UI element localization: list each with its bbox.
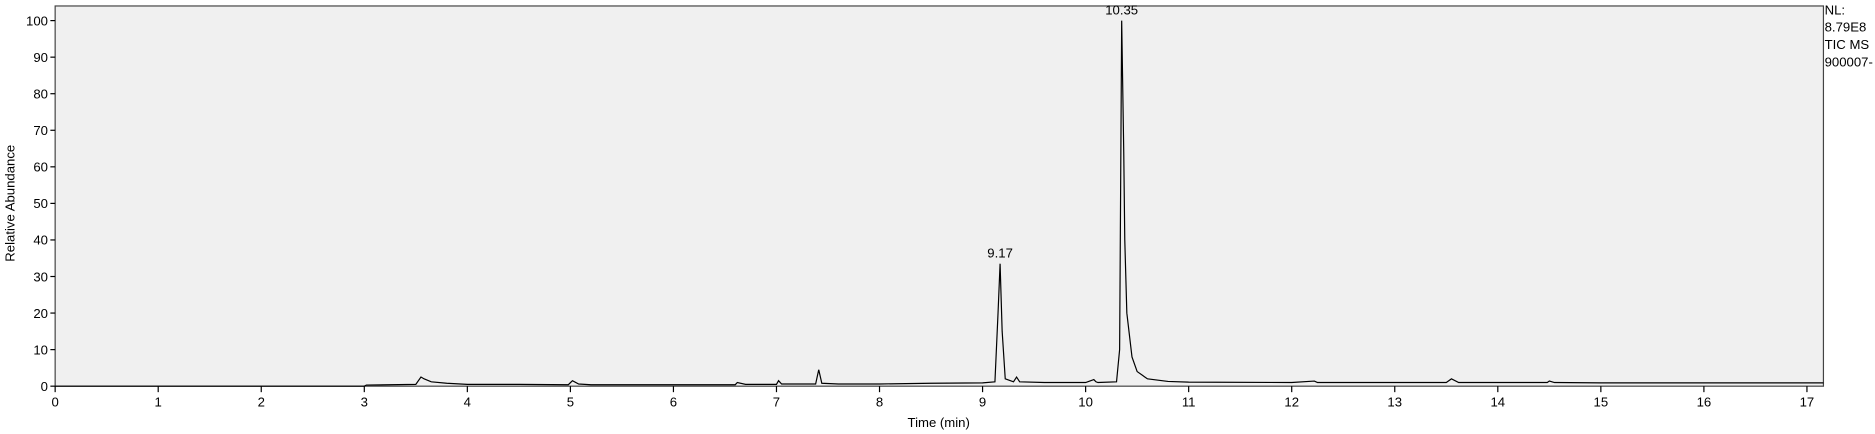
y-tick-label: 20 xyxy=(33,306,48,321)
side-text: NL: xyxy=(1825,2,1845,17)
x-tick-label: 4 xyxy=(464,395,471,410)
peak-label: 9.17 xyxy=(987,246,1013,261)
trace xyxy=(55,20,1824,387)
x-tick-label: 2 xyxy=(258,395,265,410)
x-tick-label: 0 xyxy=(51,395,58,410)
x-axis-label: Time (min) xyxy=(908,415,970,430)
x-tick-label: 8 xyxy=(876,395,883,410)
y-tick-label: 80 xyxy=(33,86,48,101)
x-tick-label: 17 xyxy=(1800,395,1815,410)
x-tick-label: 12 xyxy=(1284,395,1299,410)
x-tick-label: 5 xyxy=(567,395,574,410)
x-tick-label: 14 xyxy=(1490,395,1505,410)
x-tick-label: 16 xyxy=(1697,395,1712,410)
y-axis-label: Relative Abundance xyxy=(3,145,18,262)
x-tick-label: 1 xyxy=(155,395,162,410)
side-text: 8.79E8 xyxy=(1825,20,1867,35)
y-tick-label: 70 xyxy=(33,123,48,138)
x-tick-label: 15 xyxy=(1594,395,1609,410)
side-text: 900007- xyxy=(1825,54,1873,69)
y-tick-label: 90 xyxy=(33,50,48,65)
x-tick-label: 7 xyxy=(773,395,780,410)
x-tick-label: 9 xyxy=(979,395,986,410)
x-tick-label: 13 xyxy=(1387,395,1402,410)
peak-label: 10.35 xyxy=(1105,3,1138,18)
x-tick-label: 6 xyxy=(670,395,677,410)
x-tick-label: 3 xyxy=(361,395,368,410)
x-tick-label: 10 xyxy=(1078,395,1093,410)
y-tick-label: 50 xyxy=(33,196,48,211)
plot-area xyxy=(54,5,1825,387)
y-tick-label: 30 xyxy=(33,269,48,284)
y-tick-label: 0 xyxy=(41,379,48,394)
y-tick-label: 10 xyxy=(33,342,48,357)
y-tick-label: 60 xyxy=(33,160,48,175)
y-tick-label: 100 xyxy=(26,13,48,28)
side-text: TIC MS xyxy=(1825,37,1870,52)
x-tick-label: 11 xyxy=(1182,395,1196,410)
y-tick-label: 40 xyxy=(33,233,48,248)
